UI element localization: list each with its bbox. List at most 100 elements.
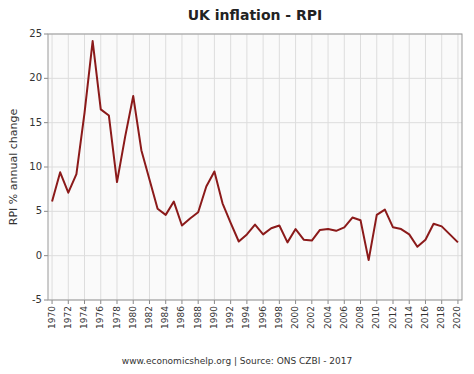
- tick: [44, 300, 48, 301]
- tick-label: 2016: [420, 306, 430, 329]
- tick: [44, 255, 48, 256]
- tick-label: 1972: [63, 306, 73, 329]
- grid-line: [328, 34, 329, 300]
- grid-line: [100, 34, 101, 300]
- tick: [457, 300, 458, 304]
- tick: [149, 300, 150, 304]
- tick: [68, 300, 69, 304]
- tick: [44, 78, 48, 79]
- tick-label: 2006: [339, 306, 349, 329]
- grid-line: [48, 78, 462, 79]
- tick-label: 2018: [436, 306, 446, 329]
- tick: [246, 300, 247, 304]
- grid-line: [425, 34, 426, 300]
- tick-label: 2002: [306, 306, 316, 329]
- line: [52, 41, 458, 260]
- grid-line: [344, 34, 345, 300]
- grid-line: [360, 34, 361, 300]
- tick-label: -5: [32, 294, 42, 305]
- tick: [311, 300, 312, 304]
- tick: [344, 300, 345, 304]
- grid-line: [214, 34, 215, 300]
- tick-label: 2008: [355, 306, 365, 329]
- tick-label: 2010: [371, 306, 381, 329]
- tick-label: 10: [29, 161, 42, 172]
- tick-label: 1970: [47, 306, 57, 329]
- tick-label: 25: [29, 28, 42, 39]
- tick: [393, 300, 394, 304]
- tick-label: 5: [36, 205, 42, 216]
- grid-line: [52, 34, 53, 300]
- tick: [198, 300, 199, 304]
- tick-label: 2020: [452, 306, 462, 329]
- grid-line: [263, 34, 264, 300]
- tick: [44, 211, 48, 212]
- tick-label: 1988: [193, 306, 203, 329]
- tick: [425, 300, 426, 304]
- series: [52, 41, 458, 260]
- tick: [441, 300, 442, 304]
- grid-line: [376, 34, 377, 300]
- tick: [44, 122, 48, 123]
- tick-label: 1990: [209, 306, 219, 329]
- grid-line: [295, 34, 296, 300]
- tick-label: 1996: [258, 306, 268, 329]
- grid-line: [457, 34, 458, 300]
- tick-label: 1980: [128, 306, 138, 329]
- tick: [295, 300, 296, 304]
- tick-label: 2014: [404, 306, 414, 329]
- grid-line: [311, 34, 312, 300]
- grid-line: [149, 34, 150, 300]
- grid-line: [393, 34, 394, 300]
- grid-line: [165, 34, 166, 300]
- tick-label: 1978: [112, 306, 122, 329]
- tick: [44, 34, 48, 35]
- tick: [84, 300, 85, 304]
- tick: [100, 300, 101, 304]
- grid-line: [117, 34, 118, 300]
- tick: [376, 300, 377, 304]
- grid-line: [279, 34, 280, 300]
- grid-line: [48, 255, 462, 256]
- tick-label: 1984: [160, 306, 170, 329]
- tick: [263, 300, 264, 304]
- tick-label: 1992: [225, 306, 235, 329]
- grid-line: [246, 34, 247, 300]
- grid-line: [198, 34, 199, 300]
- tick: [409, 300, 410, 304]
- tick: [117, 300, 118, 304]
- grid: [48, 34, 462, 300]
- tick-label: 1982: [144, 306, 154, 329]
- tick-label: 0: [36, 250, 42, 261]
- tick: [230, 300, 231, 304]
- tick: [328, 300, 329, 304]
- tick: [165, 300, 166, 304]
- tick-label: 20: [29, 72, 42, 83]
- tick-label: 2004: [323, 306, 333, 329]
- tick-label: 1998: [274, 306, 284, 329]
- tick-label: 2012: [388, 306, 398, 329]
- grid-line: [133, 34, 134, 300]
- axis-label: RPI % annual change: [7, 109, 20, 226]
- tick-label: 2000: [290, 306, 300, 329]
- tick: [44, 167, 48, 168]
- tick: [181, 300, 182, 304]
- grid-line: [84, 34, 85, 300]
- tick: [279, 300, 280, 304]
- note: www.economicshelp.org | Source: ONS CZBI…: [122, 356, 352, 366]
- tick: [52, 300, 53, 304]
- plot-frame: [48, 34, 462, 300]
- tick-label: 15: [29, 117, 42, 128]
- tick: [360, 300, 361, 304]
- tick-label: 1994: [241, 306, 251, 329]
- grid-line: [441, 34, 442, 300]
- title: UK inflation - RPI: [188, 7, 323, 23]
- tick-label: 1976: [95, 306, 105, 329]
- chart: -505101520251970197219741976197819801982…: [0, 0, 474, 374]
- grid-line: [230, 34, 231, 300]
- plot-area: [48, 34, 462, 300]
- grid-line: [181, 34, 182, 300]
- grid-line: [68, 34, 69, 300]
- tick: [214, 300, 215, 304]
- grid-line: [48, 211, 462, 212]
